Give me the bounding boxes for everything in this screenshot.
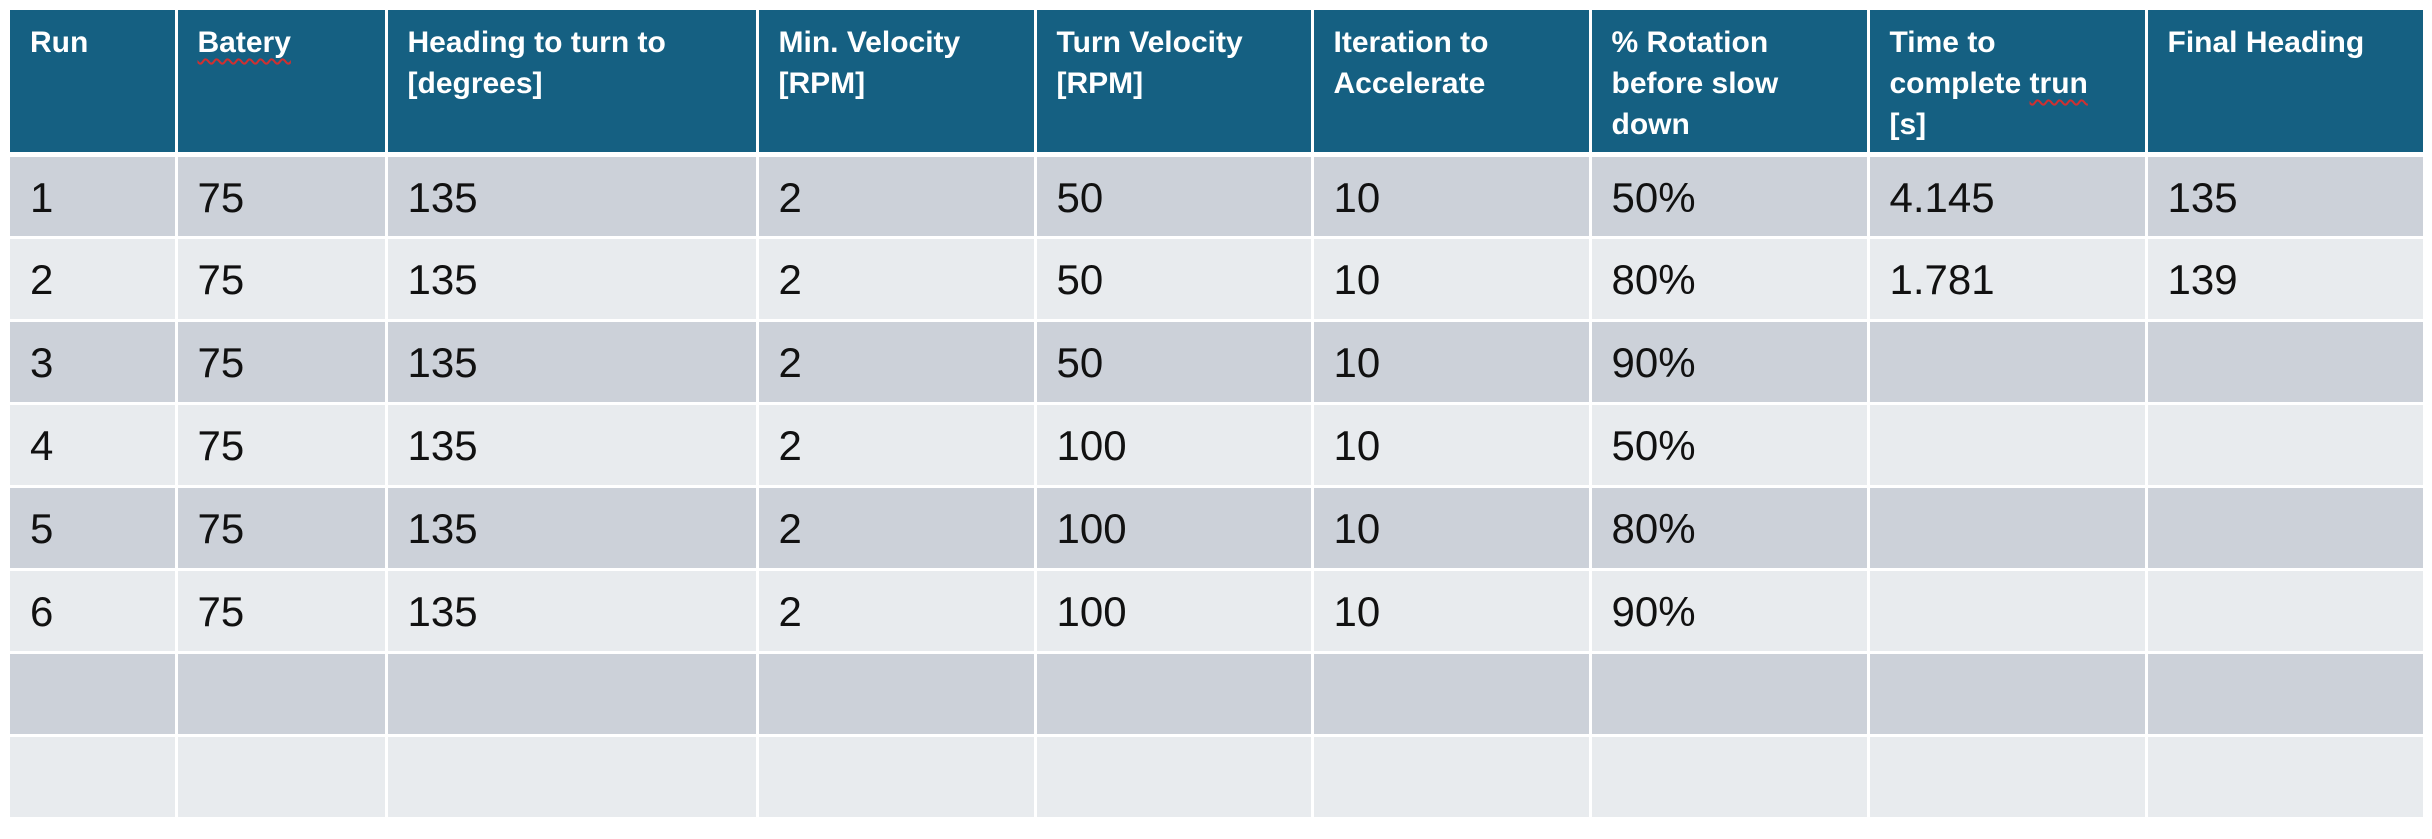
header-cell-rotation: % Rotation before slow down (1590, 10, 1870, 157)
table-cell[interactable]: 2 (757, 237, 1037, 322)
table-cell[interactable] (1868, 320, 2148, 405)
table-cell[interactable] (176, 652, 388, 737)
table-cell[interactable]: 135 (386, 237, 759, 322)
table-cell[interactable]: 135 (386, 403, 759, 488)
spellcheck-underlined-text[interactable]: trun (2029, 67, 2088, 100)
data-table: Run Batery Heading to turn to [degrees] … (10, 10, 2423, 820)
table-cell[interactable] (10, 652, 178, 737)
table-cell[interactable]: 1.781 (1868, 237, 2148, 322)
table-body: 1 75 135 2 50 10 50% 4.145 135 2 75 135 2 50 10 80% 1.78… (10, 154, 2423, 820)
table-row (10, 735, 2423, 820)
header-row: Run Batery Heading to turn to [degrees] … (10, 10, 2423, 157)
table-cell[interactable] (2146, 403, 2423, 488)
table-cell[interactable] (757, 652, 1037, 737)
table-cell[interactable] (1590, 652, 1870, 737)
table-cell[interactable]: 2 (757, 320, 1037, 405)
table-cell[interactable]: 50 (1035, 154, 1314, 239)
table-cell[interactable]: 50 (1035, 237, 1314, 322)
table-row (10, 652, 2423, 737)
table-cell[interactable]: 135 (386, 320, 759, 405)
table-cell[interactable]: 75 (176, 403, 388, 488)
table-cell[interactable]: 50% (1590, 154, 1870, 239)
table-cell[interactable] (1035, 652, 1314, 737)
header-cell-time: Time to complete trun [s] (1868, 10, 2148, 157)
table-row: 5 75 135 2 100 10 80% (10, 486, 2423, 571)
table-cell[interactable]: 100 (1035, 486, 1314, 571)
table-cell[interactable]: 90% (1590, 320, 1870, 405)
table-row: 3 75 135 2 50 10 90% (10, 320, 2423, 405)
table-cell[interactable]: 2 (757, 154, 1037, 239)
table-cell[interactable] (176, 735, 388, 820)
table-cell[interactable]: 50 (1035, 320, 1314, 405)
header-cell-final-heading: Final Heading (2146, 10, 2423, 157)
table-cell[interactable] (2146, 569, 2423, 654)
table-cell[interactable]: 5 (10, 486, 178, 571)
table-cell[interactable] (1868, 735, 2148, 820)
table-cell[interactable] (1312, 735, 1592, 820)
table-cell[interactable]: 3 (10, 320, 178, 405)
table-cell[interactable]: 1 (10, 154, 178, 239)
table-row: 2 75 135 2 50 10 80% 1.781 139 (10, 237, 2423, 322)
table-cell[interactable]: 4 (10, 403, 178, 488)
table-cell[interactable] (10, 735, 178, 820)
data-table-container: Run Batery Heading to turn to [degrees] … (10, 10, 2423, 820)
table-cell[interactable] (2146, 320, 2423, 405)
table-cell[interactable] (757, 735, 1037, 820)
table-cell[interactable] (1868, 569, 2148, 654)
table-cell[interactable]: 10 (1312, 569, 1592, 654)
spellcheck-underlined-text[interactable]: Batery (197, 26, 291, 59)
table-cell[interactable]: 2 (757, 569, 1037, 654)
table-cell[interactable]: 100 (1035, 403, 1314, 488)
table-row: 4 75 135 2 100 10 50% (10, 403, 2423, 488)
table-cell[interactable] (1868, 486, 2148, 571)
table-cell[interactable] (1868, 652, 2148, 737)
table-cell[interactable] (1312, 652, 1592, 737)
table-cell[interactable]: 75 (176, 154, 388, 239)
table-cell[interactable]: 75 (176, 569, 388, 654)
table-cell[interactable]: 100 (1035, 569, 1314, 654)
table-cell[interactable]: 139 (2146, 237, 2423, 322)
header-cell-heading: Heading to turn to [degrees] (386, 10, 759, 157)
table-header: Run Batery Heading to turn to [degrees] … (10, 10, 2423, 157)
table-cell[interactable] (386, 652, 759, 737)
table-cell[interactable]: 50% (1590, 403, 1870, 488)
table-cell[interactable]: 4.145 (1868, 154, 2148, 239)
table-cell[interactable] (2146, 486, 2423, 571)
table-cell[interactable]: 10 (1312, 320, 1592, 405)
header-cell-min-velocity: Min. Velocity [RPM] (757, 10, 1037, 157)
table-cell[interactable]: 2 (10, 237, 178, 322)
table-cell[interactable] (1868, 403, 2148, 488)
table-cell[interactable]: 80% (1590, 237, 1870, 322)
table-cell[interactable]: 75 (176, 486, 388, 571)
table-cell[interactable]: 80% (1590, 486, 1870, 571)
table-row: 1 75 135 2 50 10 50% 4.145 135 (10, 154, 2423, 239)
table-cell[interactable] (2146, 652, 2423, 737)
table-cell[interactable]: 2 (757, 403, 1037, 488)
table-cell[interactable] (386, 735, 759, 820)
table-cell[interactable]: 135 (386, 569, 759, 654)
table-cell[interactable]: 10 (1312, 486, 1592, 571)
table-cell[interactable]: 6 (10, 569, 178, 654)
table-cell[interactable]: 90% (1590, 569, 1870, 654)
table-cell[interactable]: 10 (1312, 403, 1592, 488)
header-cell-turn-velocity: Turn Velocity [RPM] (1035, 10, 1314, 157)
header-cell-run: Run (10, 10, 178, 157)
table-cell[interactable] (1590, 735, 1870, 820)
table-cell[interactable]: 75 (176, 237, 388, 322)
table-cell[interactable]: 75 (176, 320, 388, 405)
table-cell[interactable]: 135 (386, 486, 759, 571)
header-cell-battery: Batery (176, 10, 388, 157)
table-cell[interactable] (2146, 735, 2423, 820)
table-cell[interactable]: 10 (1312, 154, 1592, 239)
table-cell[interactable] (1035, 735, 1314, 820)
table-cell[interactable]: 2 (757, 486, 1037, 571)
table-row: 6 75 135 2 100 10 90% (10, 569, 2423, 654)
table-cell[interactable]: 10 (1312, 237, 1592, 322)
header-cell-iteration: Iteration to Accelerate (1312, 10, 1592, 157)
table-cell[interactable]: 135 (386, 154, 759, 239)
table-cell[interactable]: 135 (2146, 154, 2423, 239)
